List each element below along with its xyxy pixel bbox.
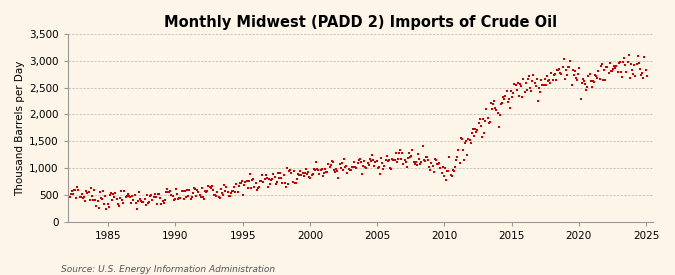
Title: Monthly Midwest (PADD 2) Imports of Crude Oil: Monthly Midwest (PADD 2) Imports of Crud… (164, 15, 557, 30)
Text: Source: U.S. Energy Information Administration: Source: U.S. Energy Information Administ… (61, 265, 275, 274)
Y-axis label: Thousand Barrels per Day: Thousand Barrels per Day (15, 60, 25, 196)
